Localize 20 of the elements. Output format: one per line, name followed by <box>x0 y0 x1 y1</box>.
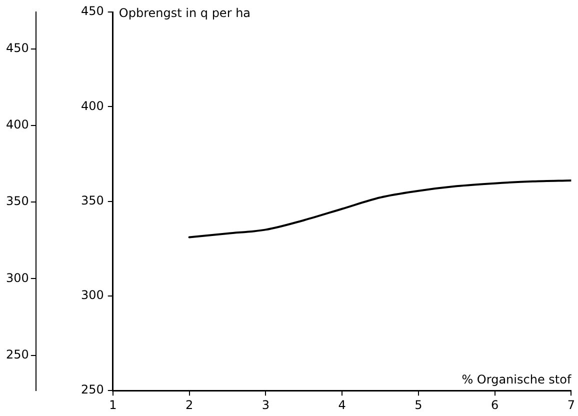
y-axis-title: Opbrengst in q per ha <box>118 6 251 20</box>
y2-tick-label: 450 <box>6 40 29 55</box>
x-tick-label: 7 <box>567 398 576 412</box>
line-series <box>188 179 572 238</box>
x-axis-title: % Organische stof <box>462 372 572 387</box>
x-tick-label: 6 <box>490 398 499 412</box>
x-tick-label: 5 <box>414 398 422 412</box>
x-tick-label: 3 <box>262 398 270 412</box>
y2-tick-label: 300 <box>6 270 29 285</box>
y2-tick-label: 400 <box>6 118 29 132</box>
y2-tick-label: 250 <box>6 347 29 362</box>
x-tick-label: 1 <box>109 398 117 412</box>
x-tick-label: 4 <box>338 398 346 412</box>
y-tick-label: 450 <box>81 4 104 18</box>
y-tick-label: 400 <box>81 98 104 113</box>
y2-tick-label: 350 <box>6 194 29 208</box>
y-tick-label: 250 <box>81 382 104 397</box>
y-tick-label: 300 <box>81 288 104 302</box>
x-tick-label: 2 <box>185 398 194 412</box>
y-tick-label: 350 <box>81 193 104 208</box>
